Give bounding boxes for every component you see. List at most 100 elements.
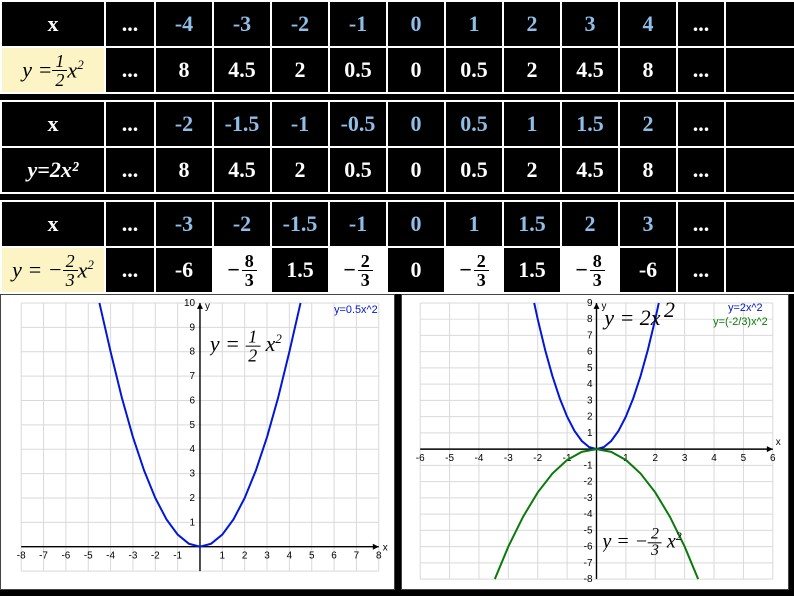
svg-text:6: 6 <box>331 551 337 562</box>
svg-text:-3: -3 <box>504 453 513 464</box>
x-header: x <box>0 202 104 246</box>
x-cell: ... <box>104 202 154 246</box>
y-cell: 2 <box>502 148 560 192</box>
y-cell: 2 <box>270 48 328 92</box>
svg-text:4: 4 <box>587 379 593 390</box>
svg-text:2: 2 <box>664 298 675 322</box>
svg-text:9: 9 <box>587 298 593 309</box>
svg-text:2: 2 <box>587 412 593 423</box>
x-cell: 2 <box>560 202 618 246</box>
svg-text:-7: -7 <box>39 551 48 562</box>
svg-text:6: 6 <box>770 453 776 464</box>
y-cell: 4.5 <box>212 148 270 192</box>
svg-text:y=(-2/3)x^2: y=(-2/3)x^2 <box>713 316 768 328</box>
table-1-value-row: y = 12 x2 ... 8 4.5 2 0.5 0 0.5 2 4.5 8 … <box>0 48 794 94</box>
svg-text:-2: -2 <box>533 453 542 464</box>
x-cell: -1 <box>270 102 328 146</box>
x-cell: 0.5 <box>444 102 502 146</box>
x-header: x <box>0 2 104 46</box>
table-1: x ... -4 -3 -2 -1 0 1 2 3 4 ... y = 12 x… <box>0 0 794 94</box>
x-cell: -4 <box>154 2 212 46</box>
svg-text:-4: -4 <box>584 509 593 520</box>
svg-text:2: 2 <box>242 551 248 562</box>
y-cell: -6 <box>618 248 676 292</box>
y-cell: 4.5 <box>560 148 618 192</box>
y-cell: -6 <box>154 248 212 292</box>
x-cell: -2 <box>154 102 212 146</box>
y-cell: −23 <box>444 248 502 292</box>
x-cell: -1 <box>328 202 386 246</box>
svg-text:6: 6 <box>189 395 195 406</box>
equation-label: y = − 23 x2 <box>0 248 104 292</box>
equation-label: y=2x² <box>0 148 104 192</box>
svg-text:-5: -5 <box>445 453 454 464</box>
x-cell: ... <box>676 202 726 246</box>
y-cell: 4.5 <box>560 48 618 92</box>
y-cell: 0 <box>386 248 444 292</box>
table-2: x ... -2 -1.5 -1 -0.5 0 0.5 1 1.5 2 ... … <box>0 100 794 194</box>
y-cell: 8 <box>154 48 212 92</box>
y-cell: 1.5 <box>502 248 560 292</box>
y-cell: 0.5 <box>328 148 386 192</box>
y-cell: 8 <box>618 48 676 92</box>
x-header: x <box>0 102 104 146</box>
x-cell: 0 <box>386 202 444 246</box>
x-cell: 2 <box>618 102 676 146</box>
svg-text:8: 8 <box>189 347 195 358</box>
x-cell: 0 <box>386 2 444 46</box>
y-cell: 0 <box>386 48 444 92</box>
svg-text:-8: -8 <box>584 574 593 585</box>
svg-text:-4: -4 <box>475 453 484 464</box>
svg-text:1: 1 <box>189 517 195 528</box>
svg-text:y = 2x: y = 2x <box>602 306 660 330</box>
y-cell: 8 <box>154 148 212 192</box>
svg-text:3: 3 <box>264 551 270 562</box>
svg-text:8: 8 <box>376 551 382 562</box>
y-cell: 8 <box>618 148 676 192</box>
table-3-header-row: x ... -3 -2 -1.5 -1 0 1 1.5 2 3 ... <box>0 200 794 248</box>
svg-text:1: 1 <box>587 428 593 439</box>
y-cell: 0 <box>386 148 444 192</box>
table-2-header-row: x ... -2 -1.5 -1 -0.5 0 0.5 1 1.5 2 ... <box>0 100 794 148</box>
svg-text:-4: -4 <box>106 551 115 562</box>
x-cell: 4 <box>618 2 676 46</box>
y-cell: 0.5 <box>444 48 502 92</box>
x-cell: 1 <box>444 2 502 46</box>
svg-text:-3: -3 <box>584 493 593 504</box>
svg-text:3: 3 <box>189 469 195 480</box>
svg-text:-5: -5 <box>584 525 593 536</box>
svg-text:y=2x^2: y=2x^2 <box>728 302 763 314</box>
svg-text:1: 1 <box>220 551 226 562</box>
svg-text:6: 6 <box>587 347 593 358</box>
svg-text:-3: -3 <box>129 551 138 562</box>
x-cell: -1.5 <box>212 102 270 146</box>
x-cell: ... <box>104 102 154 146</box>
svg-text:-8: -8 <box>17 551 26 562</box>
svg-text:2: 2 <box>189 493 195 504</box>
svg-text:7: 7 <box>587 330 593 341</box>
svg-text:-7: -7 <box>584 558 593 569</box>
svg-text:4: 4 <box>189 444 195 455</box>
y-cell: ... <box>104 148 154 192</box>
y-cell: 0.5 <box>444 148 502 192</box>
svg-text:7: 7 <box>354 551 360 562</box>
svg-text:2: 2 <box>652 453 658 464</box>
svg-text:8: 8 <box>587 314 593 325</box>
x-cell: 3 <box>618 202 676 246</box>
chart-half-x2: -8-7-6-5-4-3-2-11234567812345678910xyy=0… <box>0 294 395 590</box>
x-cell: -0.5 <box>328 102 386 146</box>
svg-text:5: 5 <box>309 551 315 562</box>
table-1-header-row: x ... -4 -3 -2 -1 0 1 2 3 4 ... <box>0 0 794 48</box>
x-cell: -1 <box>328 2 386 46</box>
x-cell: ... <box>676 2 726 46</box>
svg-text:x: x <box>776 437 781 448</box>
x-cell: 1 <box>444 202 502 246</box>
x-cell: -2 <box>270 2 328 46</box>
svg-text:y=0.5x^2: y=0.5x^2 <box>334 304 378 316</box>
chart-2x2-and-neg: -6-5-4-3-2-1123456-8-7-6-5-4-3-2-1123456… <box>401 294 789 590</box>
svg-text:-2: -2 <box>151 551 160 562</box>
y-cell: ... <box>104 48 154 92</box>
x-cell: 1.5 <box>560 102 618 146</box>
x-cell: ... <box>676 102 726 146</box>
svg-text:-5: -5 <box>84 551 93 562</box>
